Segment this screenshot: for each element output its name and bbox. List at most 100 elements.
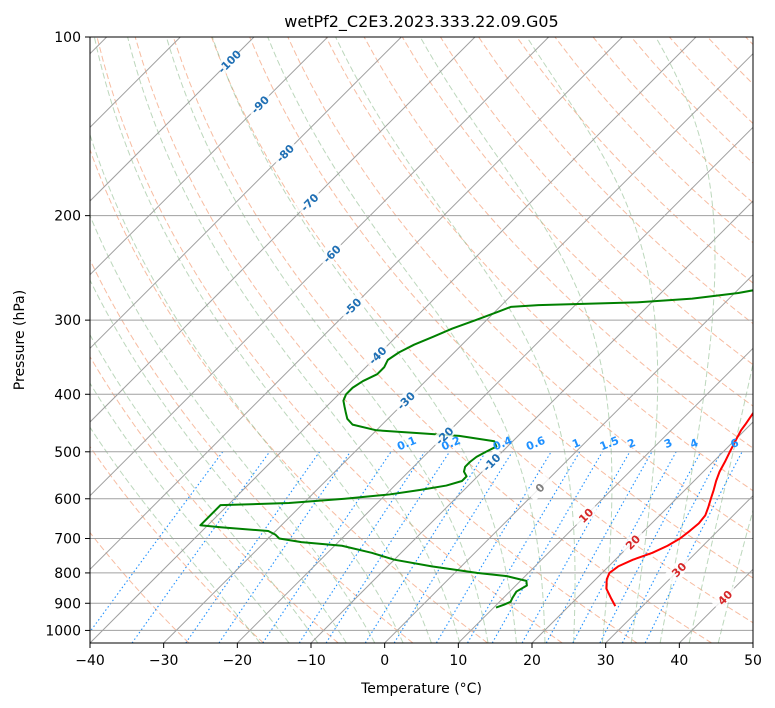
x-axis: −40 −30 −20 −10 0 10 20 30 40 50 (75, 643, 762, 669)
mixing-ratio-line (467, 451, 581, 643)
dry-adiabat (669, 37, 753, 125)
dry-adiabat (90, 531, 190, 643)
isotherm-line (90, 37, 255, 202)
isotherm-label-bg (245, 90, 274, 119)
dry-adiabat (440, 37, 753, 366)
y-tick-label: 900 (54, 596, 81, 612)
moist-adiabat (93, 37, 432, 643)
isotherm-label-bg (664, 555, 693, 584)
isotherm-label-bg (710, 583, 739, 611)
y-tick-label: 100 (54, 30, 81, 46)
mixing-ratio-line (521, 451, 631, 643)
isotherm-line (163, 52, 753, 643)
x-axis-label: Temperature (°C) (360, 681, 482, 697)
isotherm-label-bg (363, 341, 392, 369)
mixing-ratio-label: 0.6 (524, 434, 547, 453)
mixing-ratio-label: 1 (570, 436, 582, 451)
moist-adiabat (211, 37, 517, 643)
mixing-ratio-label: 2 (626, 436, 638, 451)
dry-adiabat (516, 37, 753, 284)
isotherm-line (310, 200, 753, 643)
moist-adiabat (419, 37, 613, 643)
plot-frame (89, 36, 754, 644)
dry-adiabat (90, 148, 488, 643)
moist-adiabat (127, 37, 461, 643)
x-tick-label: 30 (597, 653, 615, 669)
isotherm-line (90, 37, 697, 643)
dry-adiabat (90, 258, 414, 643)
isotherm-label-bg (618, 528, 647, 556)
isotherm-line (752, 642, 753, 643)
moist-adiabat (688, 361, 753, 643)
mixing-ratio-line (218, 451, 351, 643)
mixing-ratio-line (90, 451, 224, 633)
isotherm-label-bg (270, 139, 299, 167)
isotherm-label-text: -100 (215, 47, 244, 76)
x-tick-label: −40 (75, 653, 105, 669)
moist-adiabat (90, 279, 347, 643)
x-tick-label: 10 (449, 653, 467, 669)
sounding-profiles (199, 289, 753, 609)
isotherm-label-bg (477, 448, 506, 476)
moist-adiabat (717, 508, 753, 643)
y-tick-label: 400 (54, 387, 81, 403)
moist-adiabat (90, 382, 290, 643)
chart-title: wetPf2_C2E3.2023.333.22.09.G05 (284, 12, 558, 32)
mixing-ratio-line (572, 451, 677, 643)
mixing-ratio-line (325, 451, 451, 643)
isotherm-line (384, 273, 753, 643)
x-tick-label: 40 (670, 653, 688, 669)
x-tick-label: −20 (223, 653, 253, 669)
moist-adiabat (90, 133, 404, 643)
isotherm-label-bg (338, 292, 366, 321)
dewpoint-profile (199, 289, 753, 609)
mixing-ratio-line (644, 451, 743, 643)
mixing-ratio-line (298, 451, 426, 643)
mixing-ratio-label: 0.4 (491, 434, 514, 453)
background-lines (90, 37, 753, 643)
moist-adiabat (90, 214, 376, 643)
dry-adiabat (745, 37, 753, 46)
y-axis: 100 200 300 400 500 600 700 800 900 1000 (45, 30, 90, 639)
isotherm-label-bg (430, 421, 458, 450)
mixing-ratio-line (131, 451, 271, 643)
moist-adiabat (90, 333, 319, 643)
isotherm-label-bg (525, 473, 554, 502)
moist-adiabat (655, 37, 716, 643)
isotherm-line (90, 37, 550, 497)
mixing-ratio-label: 8 (754, 436, 766, 451)
isotherm-line (605, 494, 753, 643)
y-tick-label: 300 (54, 313, 81, 329)
dry-adiabat (211, 37, 753, 624)
y-tick-label: 200 (54, 209, 81, 225)
y-tick-label: 800 (54, 566, 81, 582)
moist-adiabat (335, 37, 576, 643)
x-tick-label: 50 (744, 653, 762, 669)
y-tick-label: 1000 (45, 623, 81, 639)
dry-adiabat (401, 37, 753, 407)
mixing-ratio-label: 0.1 (395, 434, 418, 453)
dry-adiabat (592, 37, 753, 204)
isotherm-line (90, 37, 476, 423)
mixing-ratio-line (599, 451, 702, 643)
mixing-ratio-line (185, 451, 321, 643)
y-tick-label: 700 (54, 532, 81, 548)
x-tick-label: 0 (380, 653, 389, 669)
mixing-ratio-line (364, 451, 487, 643)
x-tick-label: 20 (523, 653, 541, 669)
moist-adiabat (526, 37, 659, 643)
isotherm-label: 0 (525, 473, 554, 502)
mixing-ratio-label: 4 (688, 436, 700, 451)
isotherm-label-bg (571, 501, 600, 529)
mixing-ratio-label: 3 (662, 436, 674, 451)
isotherm-line (90, 37, 329, 276)
temperature-profile (605, 410, 753, 607)
isotherm-line (457, 347, 753, 643)
isotherm-line (678, 568, 753, 643)
dry-adiabat (96, 37, 563, 643)
y-tick-label: 500 (54, 445, 81, 461)
dry-adiabat (134, 37, 638, 643)
y-axis-label: Pressure (hPa) (12, 290, 28, 390)
mixing-ratio-line (262, 451, 392, 643)
